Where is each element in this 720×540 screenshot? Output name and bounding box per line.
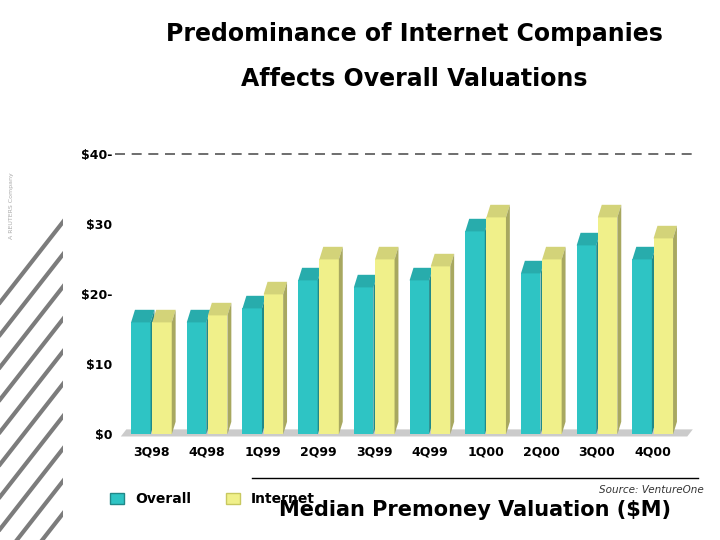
Polygon shape bbox=[264, 282, 287, 294]
Polygon shape bbox=[172, 310, 176, 434]
Text: Affects Overall Valuations: Affects Overall Valuations bbox=[240, 68, 588, 91]
Polygon shape bbox=[450, 254, 454, 434]
Polygon shape bbox=[298, 280, 318, 434]
Text: Median Premoney Valuation ($M): Median Premoney Valuation ($M) bbox=[279, 500, 671, 519]
Polygon shape bbox=[131, 310, 155, 322]
Polygon shape bbox=[465, 219, 489, 232]
Polygon shape bbox=[487, 205, 510, 218]
Polygon shape bbox=[206, 310, 210, 434]
Polygon shape bbox=[264, 294, 283, 434]
Polygon shape bbox=[632, 247, 656, 259]
Polygon shape bbox=[485, 219, 489, 434]
Polygon shape bbox=[320, 247, 343, 259]
Polygon shape bbox=[150, 310, 155, 434]
Polygon shape bbox=[318, 268, 322, 434]
Polygon shape bbox=[208, 303, 231, 315]
Text: A REUTERS Company: A REUTERS Company bbox=[9, 172, 14, 239]
Polygon shape bbox=[410, 268, 433, 280]
Polygon shape bbox=[632, 259, 652, 434]
Text: Predominance of Internet Companies: Predominance of Internet Companies bbox=[166, 22, 662, 45]
Polygon shape bbox=[521, 273, 541, 434]
Polygon shape bbox=[654, 226, 677, 238]
Polygon shape bbox=[395, 247, 398, 434]
Polygon shape bbox=[152, 322, 172, 434]
Polygon shape bbox=[562, 247, 565, 434]
Polygon shape bbox=[186, 322, 206, 434]
Polygon shape bbox=[596, 233, 600, 434]
Polygon shape bbox=[431, 266, 450, 434]
Polygon shape bbox=[431, 254, 454, 266]
Polygon shape bbox=[228, 303, 231, 434]
Polygon shape bbox=[374, 275, 377, 434]
Polygon shape bbox=[598, 205, 621, 218]
Polygon shape bbox=[652, 247, 656, 434]
Text: Venture.One: Venture.One bbox=[28, 168, 38, 242]
Polygon shape bbox=[541, 261, 544, 434]
Polygon shape bbox=[542, 259, 562, 434]
Polygon shape bbox=[243, 308, 262, 434]
Polygon shape bbox=[617, 205, 621, 434]
Polygon shape bbox=[542, 247, 565, 259]
Polygon shape bbox=[283, 282, 287, 434]
Polygon shape bbox=[320, 259, 339, 434]
Polygon shape bbox=[506, 205, 510, 434]
Polygon shape bbox=[131, 322, 150, 434]
Polygon shape bbox=[354, 275, 377, 287]
Polygon shape bbox=[298, 268, 322, 280]
Polygon shape bbox=[375, 247, 398, 259]
Polygon shape bbox=[354, 287, 374, 434]
Polygon shape bbox=[208, 315, 228, 434]
Polygon shape bbox=[429, 268, 433, 434]
Polygon shape bbox=[487, 218, 506, 434]
Polygon shape bbox=[243, 296, 266, 308]
Polygon shape bbox=[577, 245, 596, 434]
Polygon shape bbox=[262, 296, 266, 434]
Legend: Overall, Internet: Overall, Internet bbox=[110, 492, 315, 506]
Polygon shape bbox=[521, 261, 544, 273]
Polygon shape bbox=[654, 238, 673, 434]
Polygon shape bbox=[673, 226, 677, 434]
Polygon shape bbox=[375, 259, 395, 434]
Text: Source: VentureOne: Source: VentureOne bbox=[600, 485, 704, 495]
Polygon shape bbox=[186, 310, 210, 322]
Polygon shape bbox=[121, 429, 693, 436]
Polygon shape bbox=[577, 233, 600, 245]
Polygon shape bbox=[152, 310, 176, 322]
Polygon shape bbox=[339, 247, 343, 434]
Polygon shape bbox=[598, 218, 617, 434]
Polygon shape bbox=[410, 280, 429, 434]
Polygon shape bbox=[465, 232, 485, 434]
